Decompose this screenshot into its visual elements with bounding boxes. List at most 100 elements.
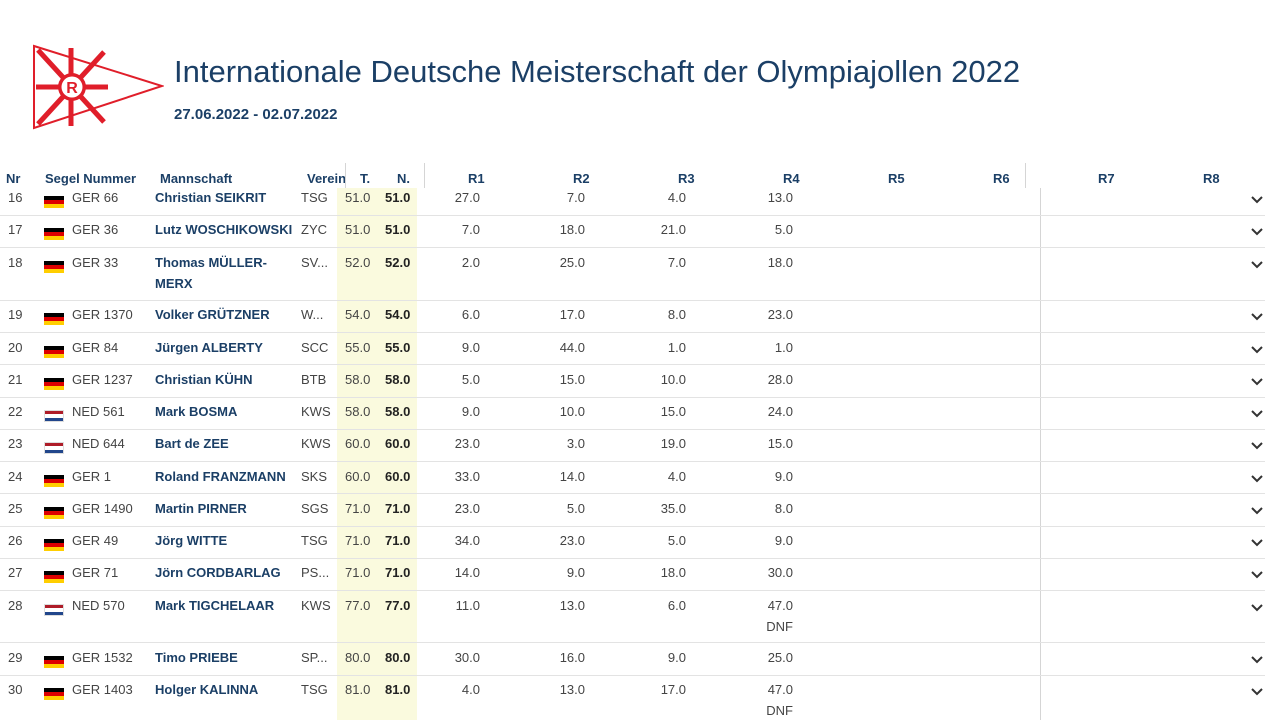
club: ZYC [301, 222, 327, 237]
club: SKS [301, 469, 328, 484]
row-divider [0, 300, 1265, 301]
crew-name-link[interactable]: Jörn CORDBARLAG [155, 565, 281, 580]
expand-chevron-down-icon[interactable] [1250, 311, 1264, 323]
race-4-result: 25.0 [767, 650, 793, 665]
col-crew[interactable]: Mannschaft [160, 171, 233, 186]
race-1-result: 23.0 [454, 501, 480, 516]
crew-name-link[interactable]: Mark TIGCHELAAR [155, 598, 275, 613]
col-nr[interactable]: Nr [6, 171, 21, 186]
club: SGS [301, 501, 329, 516]
race-2-result: 7.0 [566, 190, 585, 205]
results-table-header: Nr Segel Nummer Mannschaft Verein T. N. … [0, 160, 1280, 188]
expand-chevron-down-icon[interactable] [1250, 569, 1264, 581]
rank: 21 [8, 372, 23, 387]
total-points: 71.0 [345, 565, 371, 580]
crew-name-link[interactable]: Christian KÜHN [155, 372, 253, 387]
crew-name-link[interactable]: Holger KALINNA [155, 682, 259, 697]
col-r4[interactable]: R4 [783, 171, 800, 186]
sail-number: GER 1370 [72, 307, 133, 322]
rank: 24 [8, 469, 23, 484]
race-2-result: 16.0 [559, 650, 585, 665]
sail-number: GER 33 [72, 255, 119, 270]
sail-number: GER 66 [72, 190, 119, 205]
col-r8[interactable]: R8 [1203, 171, 1220, 186]
race-3-result: 4.0 [667, 190, 686, 205]
net-points: 71.0 [385, 565, 411, 580]
crew-name-link[interactable]: Roland FRANZMANN [155, 469, 286, 484]
expand-chevron-down-icon[interactable] [1250, 686, 1264, 698]
netherlands-flag-icon [44, 410, 64, 422]
expand-chevron-down-icon[interactable] [1250, 194, 1264, 206]
club: PS... [301, 565, 330, 580]
expand-chevron-down-icon[interactable] [1250, 376, 1264, 388]
race-2-result: 13.0 [559, 682, 585, 697]
col-r1[interactable]: R1 [468, 171, 485, 186]
sail-number: GER 1532 [72, 650, 133, 665]
race-3-result: 18.0 [660, 565, 686, 580]
expand-chevron-down-icon[interactable] [1250, 344, 1264, 356]
net-points: 55.0 [385, 340, 411, 355]
expand-chevron-down-icon[interactable] [1250, 226, 1264, 238]
race-4-result: 18.0 [767, 255, 793, 270]
race-1-result: 30.0 [454, 650, 480, 665]
expand-chevron-down-icon[interactable] [1250, 537, 1264, 549]
totals-column-highlight [337, 188, 417, 720]
rank: 18 [8, 255, 23, 270]
row-divider [0, 675, 1265, 676]
total-points: 51.0 [345, 222, 371, 237]
col-r7[interactable]: R7 [1098, 171, 1115, 186]
race-2-result: 14.0 [559, 469, 585, 484]
germany-flag-icon [44, 507, 64, 519]
row-divider [0, 429, 1265, 430]
crew-name-link[interactable]: Timo PRIEBE [155, 650, 238, 665]
race-1-result: 34.0 [454, 533, 480, 548]
race-1-result: 4.0 [461, 682, 480, 697]
col-net[interactable]: N. [397, 171, 410, 186]
race-3-result: 6.0 [667, 598, 686, 613]
expand-chevron-down-icon[interactable] [1250, 408, 1264, 420]
rank: 25 [8, 501, 23, 516]
expand-chevron-down-icon[interactable] [1250, 259, 1264, 271]
expand-chevron-down-icon[interactable] [1250, 473, 1264, 485]
rank: 23 [8, 436, 23, 451]
col-club[interactable]: Verein [307, 171, 347, 186]
col-r2[interactable]: R2 [573, 171, 590, 186]
rank: 27 [8, 565, 23, 580]
crew-name-link[interactable]: Bart de ZEE [155, 436, 229, 451]
club: TSG [301, 682, 328, 697]
col-r6[interactable]: R6 [993, 171, 1010, 186]
crew-name-link[interactable]: Volker GRÜTZNER [155, 307, 270, 322]
row-divider [0, 215, 1265, 216]
expand-chevron-down-icon[interactable] [1250, 505, 1264, 517]
col-r3[interactable]: R3 [678, 171, 695, 186]
race-4-result: 28.0 [767, 372, 793, 387]
netherlands-flag-icon [44, 604, 64, 616]
germany-flag-icon [44, 313, 64, 325]
col-r5[interactable]: R5 [888, 171, 905, 186]
crew-name-link[interactable]: Martin PIRNER [155, 501, 247, 516]
crew-name-link[interactable]: Christian SEIKRIT [155, 190, 267, 205]
total-points: 80.0 [345, 650, 371, 665]
sail-number: NED 644 [72, 436, 125, 451]
race-1-result: 6.0 [461, 307, 480, 322]
col-total[interactable]: T. [360, 171, 371, 186]
expand-chevron-down-icon[interactable] [1250, 440, 1264, 452]
race-4-result: 13.0 [767, 190, 793, 205]
expand-chevron-down-icon[interactable] [1250, 602, 1264, 614]
crew-name-link[interactable]: Thomas MÜLLER- MERX [155, 255, 267, 291]
germany-flag-icon [44, 688, 64, 700]
total-points: 51.0 [345, 190, 371, 205]
crew-name-link[interactable]: Jörg WITTE [155, 533, 228, 548]
row-divider [0, 247, 1265, 248]
col-sail-number[interactable]: Segel Nummer [45, 171, 137, 186]
crew-name-link[interactable]: Mark BOSMA [155, 404, 238, 419]
crew-name-link[interactable]: Lutz WOSCHIKOWSKI [155, 222, 293, 237]
net-points: 81.0 [385, 682, 411, 697]
net-points: 60.0 [385, 469, 411, 484]
sail-number: GER 84 [72, 340, 119, 355]
crew-name-link[interactable]: Jürgen ALBERTY [155, 340, 263, 355]
race-4-result: 5.0 [774, 222, 793, 237]
expand-chevron-down-icon[interactable] [1250, 654, 1264, 666]
total-points: 71.0 [345, 501, 371, 516]
total-points: 58.0 [345, 372, 371, 387]
